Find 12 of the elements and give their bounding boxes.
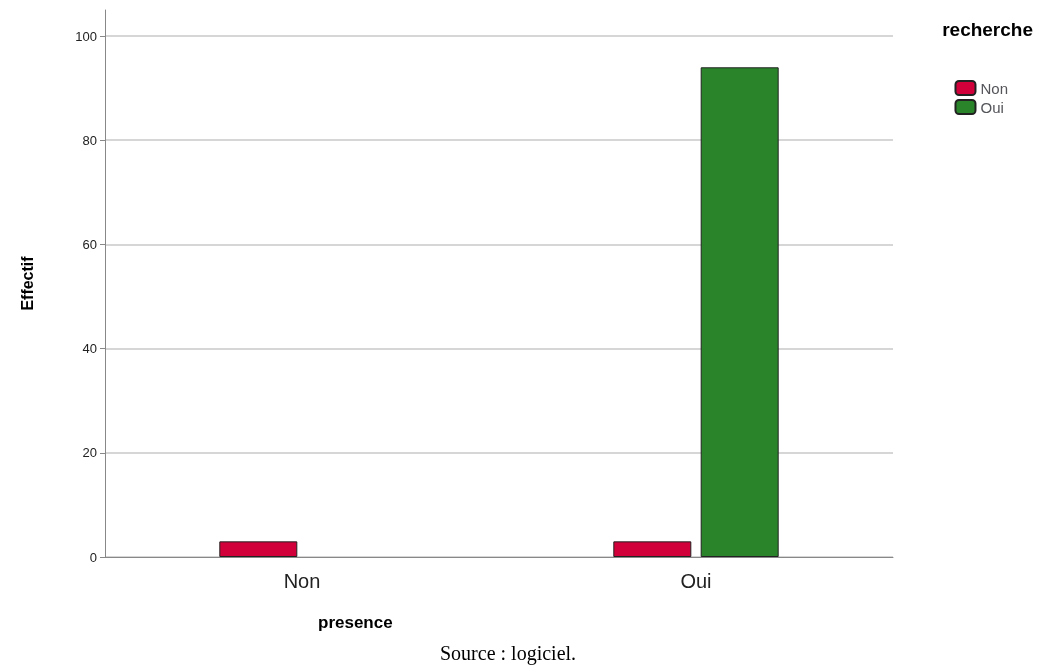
- y-tick-label: 100: [75, 28, 97, 44]
- y-tick-label: 40: [82, 341, 97, 357]
- y-axis-title: Effectif: [18, 255, 36, 311]
- y-tick-label: 0: [89, 549, 97, 565]
- legend-label: Oui: [980, 98, 1004, 116]
- y-tick-label: 20: [82, 445, 97, 461]
- y-tick-label: 80: [82, 132, 97, 148]
- x-axis-title: presence: [318, 613, 393, 632]
- y-tick-label: 60: [82, 236, 97, 252]
- legend-label: Non: [980, 79, 1009, 97]
- legend-title: recherche: [942, 19, 1034, 40]
- source-note: Source : logiciel.: [440, 642, 577, 665]
